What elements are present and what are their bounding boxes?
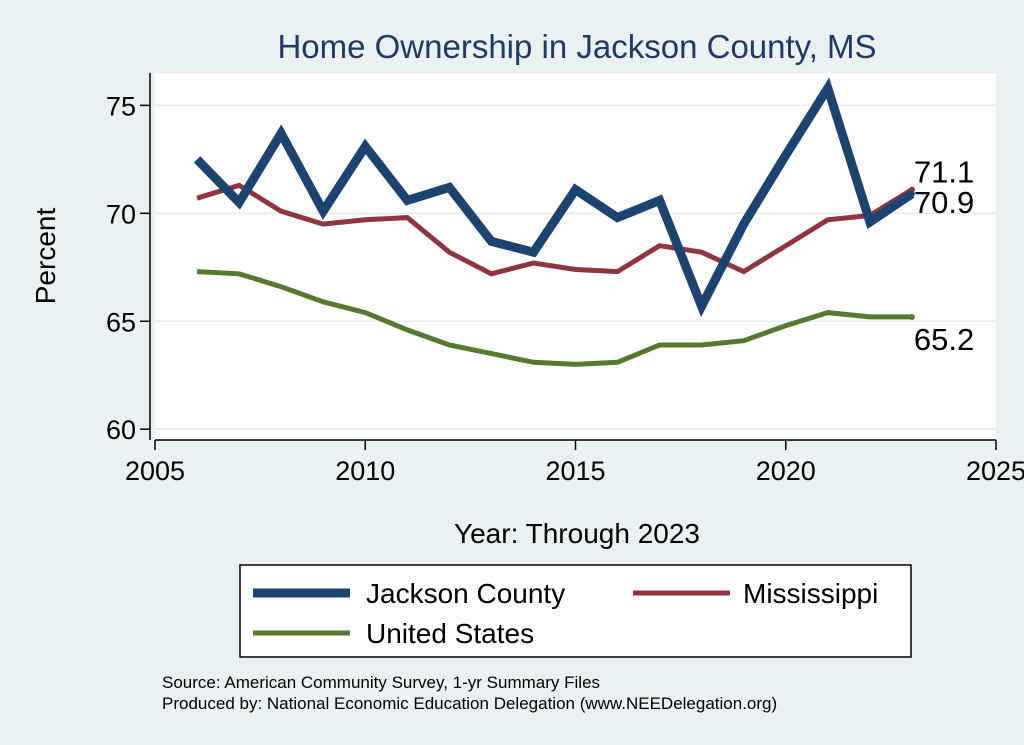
series-lines <box>193 77 915 367</box>
x-axis: 2005 2010 2015 2020 2025 <box>125 439 1024 486</box>
end-labels: 70.971.1 65.2 <box>914 155 974 357</box>
legend-items: Jackson County Mississippi United States <box>253 578 878 649</box>
end-label-jackson-county: 70.9 <box>914 185 974 220</box>
end-label-united-states: 65.2 <box>914 322 974 357</box>
legend: Jackson County Mississippi United States <box>239 564 912 658</box>
series-end-point <box>908 313 915 320</box>
y-tick-label: 65 <box>106 307 136 337</box>
source-line: Source: American Community Survey, 1-yr … <box>162 673 600 692</box>
legend-label: United States <box>366 618 534 649</box>
y-tick-label: 70 <box>106 199 136 229</box>
x-tick-label: 2010 <box>335 456 395 486</box>
x-tick-label: 2015 <box>545 456 605 486</box>
x-tick-label: 2005 <box>125 456 185 486</box>
legend-label: Mississippi <box>743 578 878 609</box>
x-tick-label: 2020 <box>756 456 816 486</box>
gridlines <box>155 104 996 430</box>
y-tick-label: 60 <box>106 415 136 445</box>
y-tick-label: 75 <box>106 91 136 121</box>
x-tick-label: 2025 <box>966 456 1024 486</box>
series-end-point <box>908 186 915 193</box>
y-axis-title: Percent <box>30 208 61 305</box>
x-axis-title: Year: Through 2023 <box>454 518 700 549</box>
y-axis: 60 65 70 75 <box>106 73 151 445</box>
plot-area <box>155 73 996 440</box>
series-end-point <box>908 190 915 197</box>
producer-line: Produced by: National Economic Education… <box>162 694 777 713</box>
series-line-united-states <box>196 269 912 367</box>
legend-label: Jackson County <box>366 578 565 609</box>
end-label-mississippi: 71.1 <box>914 155 974 190</box>
series-line-mississippi <box>196 182 914 277</box>
series-line-jackson-county <box>193 77 915 318</box>
legend-box <box>239 564 912 658</box>
source-notes: Source: American Community Survey, 1-yr … <box>162 673 777 713</box>
chart-title: Home Ownership in Jackson County, MS <box>277 28 876 65</box>
